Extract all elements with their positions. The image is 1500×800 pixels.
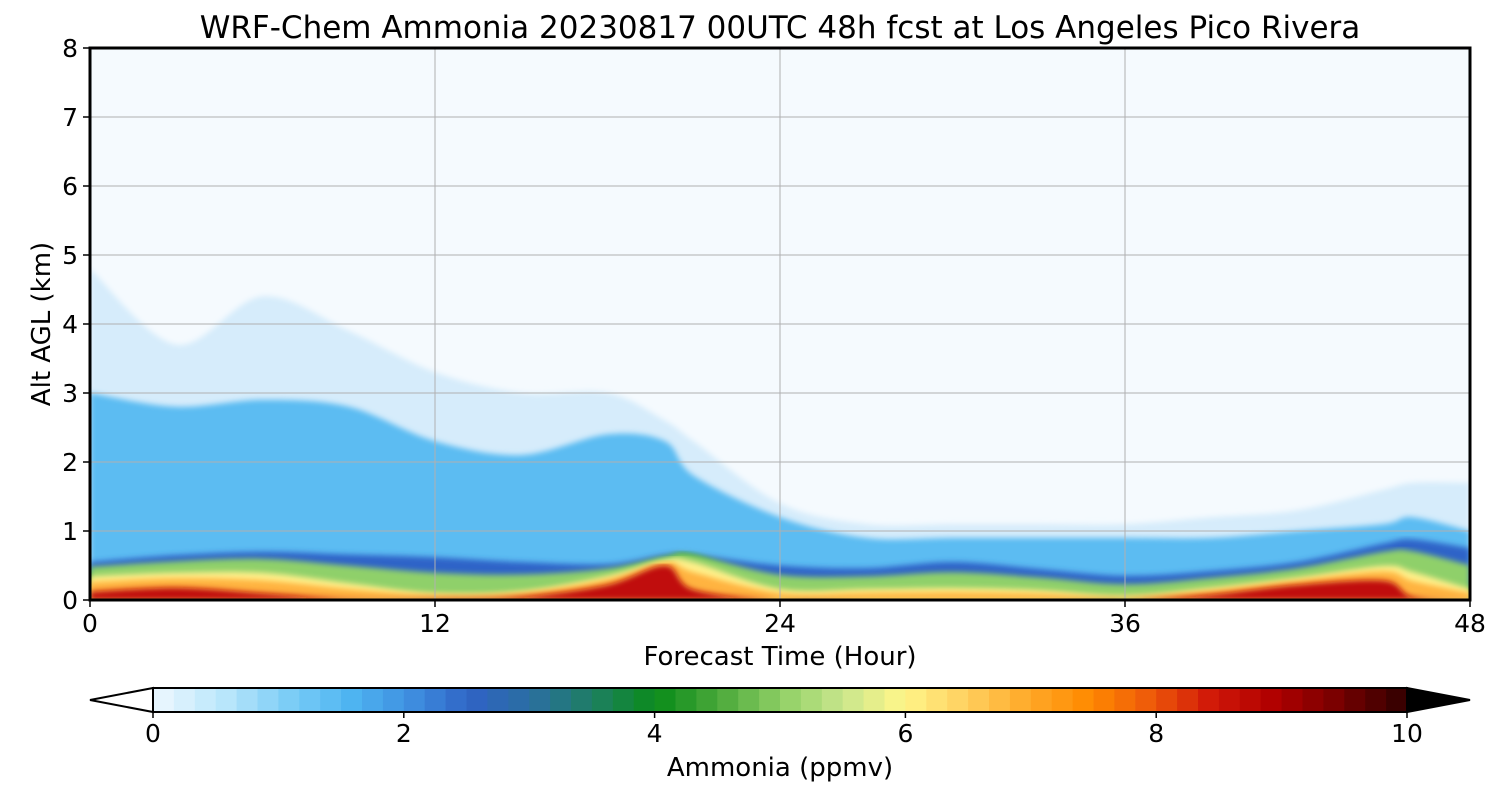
colorbar-extend-max [1406, 686, 1471, 714]
colorbar-swatch [153, 688, 175, 712]
colorbar-swatch [800, 688, 823, 712]
colorbar-swatch [320, 688, 342, 712]
colorbar-swatch [445, 688, 468, 712]
colorbar-swatch [654, 688, 677, 712]
colorbar-swatch [1114, 688, 1136, 712]
colorbar-tick-label: 10 [1391, 719, 1423, 748]
y-tick-label: 3 [62, 379, 78, 408]
colorbar-swatch [382, 688, 405, 712]
colorbar-swatch [842, 688, 865, 712]
colorbar-swatch [1009, 688, 1032, 712]
colorbar-swatch [1198, 688, 1220, 712]
colorbar-swatch [905, 688, 927, 712]
x-axis-label: Forecast Time (Hour) [643, 642, 916, 672]
colorbar-swatch [173, 688, 196, 712]
x-tick-label: 48 [1454, 609, 1486, 638]
y-tick-label: 6 [62, 172, 78, 201]
colorbar-swatch [759, 688, 781, 712]
x-axis: 0 12 24 36 48 [82, 600, 1486, 638]
colorbar-tick-label: 6 [897, 719, 913, 748]
colorbar-swatch [487, 688, 509, 712]
colorbar-swatch [299, 688, 321, 712]
colorbar-extend-min [89, 686, 154, 714]
colorbar-swatch [466, 688, 488, 712]
y-tick-label: 5 [62, 241, 78, 270]
colorbar: 0 2 4 6 8 10 [89, 686, 1471, 748]
colorbar-swatch [1135, 688, 1157, 712]
colorbar-swatch [257, 688, 279, 712]
colorbar-swatch [341, 688, 363, 712]
colorbar-swatch [633, 688, 656, 712]
colorbar-tick-label: 8 [1148, 719, 1164, 748]
colorbar-swatch [1365, 688, 1387, 712]
colorbar-swatch [675, 688, 697, 712]
y-axis: 0 1 2 3 4 5 6 7 8 [62, 34, 90, 615]
colorbar-swatch [236, 688, 259, 712]
colorbar-swatch [1386, 688, 1408, 712]
y-tick-label: 7 [62, 103, 78, 132]
colorbar-swatch [1281, 688, 1304, 712]
colorbar-swatch [884, 688, 906, 712]
colorbar-swatch [591, 688, 614, 712]
colorbar-frame [152, 687, 1408, 713]
colorbar-swatch [989, 688, 1011, 712]
x-tick-label: 24 [764, 609, 796, 638]
x-tick-label: 12 [419, 609, 451, 638]
colorbar-swatch [1093, 688, 1115, 712]
colorbar-tick-label: 0 [145, 719, 161, 748]
x-tick-label: 36 [1109, 609, 1141, 638]
chart-title: WRF-Chem Ammonia 20230817 00UTC 48h fcst… [200, 10, 1361, 46]
colorbar-swatch [550, 688, 572, 712]
x-tick-label: 0 [82, 609, 98, 638]
colorbar-swatch [612, 688, 635, 712]
colorbar-swatch [1072, 688, 1095, 712]
colorbar-swatch [571, 688, 593, 712]
colorbar-swatch [362, 688, 384, 712]
colorbar-swatch [403, 688, 426, 712]
colorbar-tick-label: 2 [396, 719, 412, 748]
colorbar-swatch [194, 688, 217, 712]
y-axis-label: Alt AGL (km) [27, 242, 57, 406]
colorbar-swatch [215, 688, 238, 712]
colorbar-swatch [1156, 688, 1178, 712]
colorbar-swatch [1302, 688, 1324, 712]
colorbar-swatch [780, 688, 802, 712]
y-tick-label: 4 [62, 310, 78, 339]
colorbar-swatch [1323, 688, 1345, 712]
colorbar-swatch [717, 688, 739, 712]
y-tick-label: 2 [62, 448, 78, 477]
colorbar-swatch [738, 688, 760, 712]
colorbar-label: Ammonia (ppmv) [667, 753, 893, 783]
y-tick-label: 1 [62, 517, 78, 546]
colorbar-tick-label: 4 [647, 719, 663, 748]
y-tick-label: 8 [62, 34, 78, 63]
colorbar-swatch [821, 688, 844, 712]
colorbar-swatch [1051, 688, 1074, 712]
colorbar-swatch [278, 688, 300, 712]
colorbar-swatch [863, 688, 886, 712]
colorbar-swatch [1239, 688, 1262, 712]
grid-lines [90, 48, 1470, 600]
colorbar-swatch [1344, 688, 1366, 712]
colorbar-swatch [696, 688, 718, 712]
colorbar-swatch [1177, 688, 1199, 712]
y-tick-label: 0 [62, 586, 78, 615]
colorbar-swatch [968, 688, 990, 712]
colorbar-swatch [1260, 688, 1283, 712]
colorbar-swatch [1218, 688, 1241, 712]
colorbar-swatch [508, 688, 530, 712]
colorbar-swatch [947, 688, 969, 712]
layer-red-core [90, 565, 1470, 600]
colorbar-swatch [926, 688, 948, 712]
colorbar-swatch [424, 688, 447, 712]
colorbar-swatch [529, 688, 551, 712]
colorbar-swatch [1030, 688, 1053, 712]
